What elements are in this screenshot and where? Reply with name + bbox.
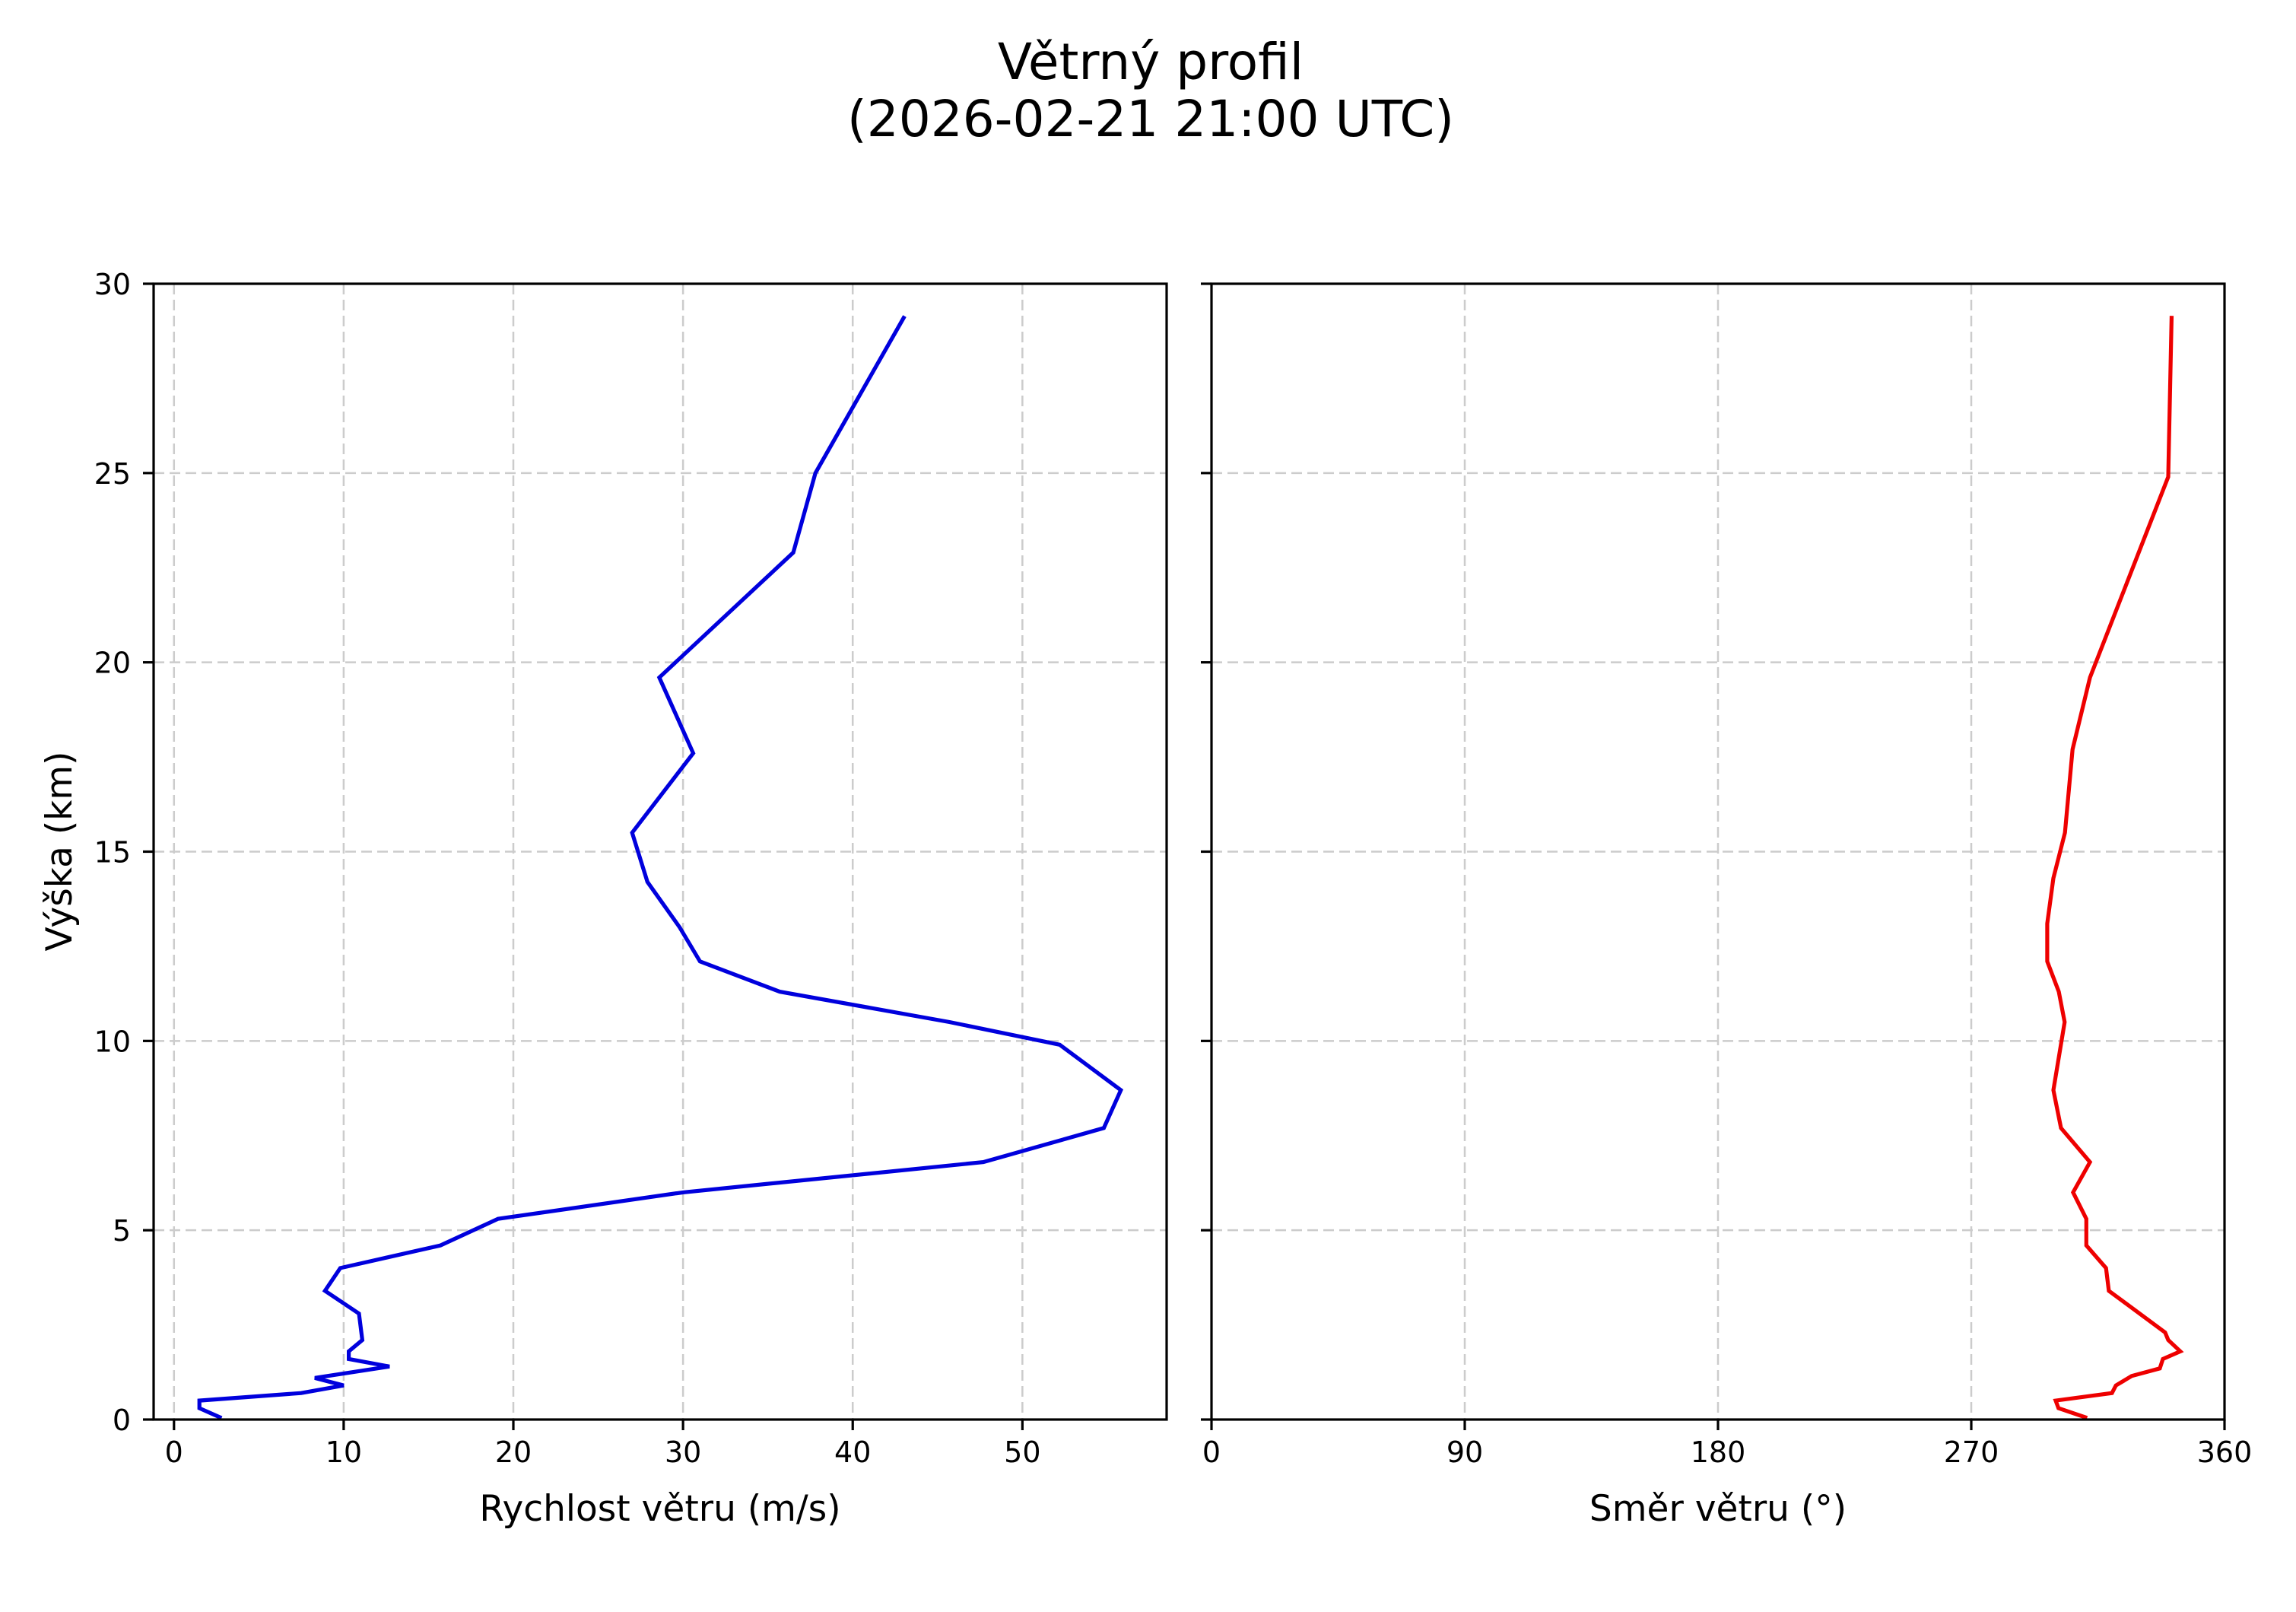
y-tick-label: 25: [94, 457, 131, 491]
x-tick-label: 10: [326, 1436, 362, 1469]
figure-title-line1: Větrný profil: [998, 33, 1304, 91]
figure-title-line2: (2026-02-21 21:00 UTC): [847, 90, 1454, 148]
wind-direction-panel: 0 90 180 270 360 Směr větru (°): [1201, 282, 2253, 1530]
wind-direction-x-axis-label: Směr větru (°): [1589, 1488, 1847, 1530]
x-tick-label: 20: [495, 1436, 532, 1469]
x-tick-label: 270: [1944, 1436, 1999, 1469]
y-tick-label: 10: [94, 1025, 131, 1058]
y-tick-label: 20: [94, 647, 131, 680]
wind-speed-panel: 0 10 20 30 40 50 0 5 10 15 20 25 30 Rychlost větru (…: [39, 268, 1168, 1530]
y-tick-label: 30: [94, 268, 131, 301]
x-tick-label: 50: [1004, 1436, 1040, 1469]
x-tick-label: 30: [665, 1436, 701, 1469]
wind-speed-line: [197, 315, 1124, 1420]
wind-direction-line: [2045, 316, 2184, 1420]
wind-direction-ticks: 0 90 180 270 360: [1201, 282, 2253, 1469]
x-tick-label: 40: [834, 1436, 871, 1469]
y-tick-label: 15: [94, 836, 131, 870]
x-tick-label: 360: [2197, 1436, 2253, 1469]
y-tick-label: 5: [113, 1214, 131, 1248]
x-tick-label: 0: [165, 1436, 183, 1469]
wind-speed-ticks: 0 10 20 30 40 50 0 5 10 15 20 25 30: [94, 268, 1041, 1469]
x-tick-label: 180: [1691, 1436, 1746, 1469]
y-tick-label: 0: [113, 1404, 131, 1437]
x-tick-label: 0: [1202, 1436, 1221, 1469]
wind-speed-x-axis-label: Rychlost větru (m/s): [479, 1488, 840, 1530]
x-tick-label: 90: [1447, 1436, 1483, 1469]
height-y-axis-label: Výška (km): [39, 752, 81, 952]
